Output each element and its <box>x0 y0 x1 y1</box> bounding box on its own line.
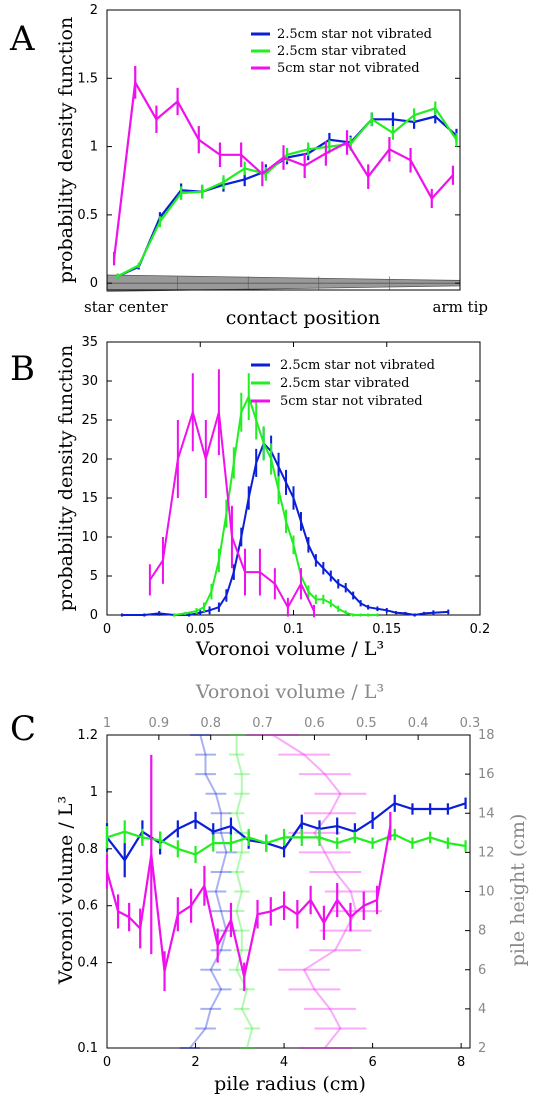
right-y-tick-label: 8 <box>478 924 486 939</box>
faded-profile-green <box>235 735 254 1049</box>
y-tick-label: 0.1 <box>77 1041 98 1056</box>
x-tick-label: 0.15 <box>372 622 401 637</box>
faded-profile-blue <box>189 734 228 1049</box>
y-tick-label: 15 <box>81 491 98 506</box>
y-tick-label: 0.5 <box>77 208 98 223</box>
top-x-tick-label: 0.9 <box>149 716 170 731</box>
top-x-tick-label: 0.6 <box>304 716 325 731</box>
y-tick-label: 1 <box>90 785 98 800</box>
panel-letter-c: C <box>10 709 36 749</box>
x-tick-label-right: arm tip <box>432 298 488 316</box>
plot-frame <box>106 9 461 291</box>
panel-c: C 0.1 0.4 0.6 0.8 1 1.2 0 2 4 6 8 1 0.9 0.8 0.7 0.6 0.5 0.… <box>10 681 529 1095</box>
right-y-tick-label: 16 <box>478 767 495 782</box>
right-y-tick-label: 6 <box>478 963 486 978</box>
x-tick-label-left: star center <box>84 298 168 316</box>
top-x-tick-label: 0.4 <box>408 716 429 731</box>
legend-label: 2.5cm star not vibrated <box>280 358 435 373</box>
x-tick-label: 4 <box>280 1055 288 1070</box>
top-x-tick-label: 1 <box>103 716 111 731</box>
y-tick-label: 2 <box>90 3 98 18</box>
y-tick-label: 0 <box>90 276 98 291</box>
legend-label: 2.5cm star vibrated <box>280 376 409 391</box>
x-axis-label: pile radius (cm) <box>214 1073 366 1095</box>
x-tick-label: 0 <box>103 1055 111 1070</box>
panel-letter-b: B <box>10 349 35 389</box>
series-blue-line <box>117 115 458 278</box>
y-tick-label: 20 <box>81 452 98 467</box>
top-x-tick-label: 0.3 <box>460 716 481 731</box>
legend-label: 5cm star not vibrated <box>277 61 420 76</box>
right-y-tick-label: 14 <box>478 806 495 821</box>
top-x-tick-label: 0.7 <box>252 716 273 731</box>
y-tick-label: 35 <box>81 335 98 350</box>
y-axis-label: probability density function <box>55 345 77 611</box>
series-magenta-line <box>113 78 454 259</box>
y-tick-label: 0.8 <box>77 842 98 857</box>
x-tick-label: 0.05 <box>186 622 215 637</box>
x-axis-label: Voronoi volume / L³ <box>195 638 384 660</box>
y-tick-label: 0.4 <box>77 956 98 971</box>
x-tick-label: 0.2 <box>470 622 491 637</box>
x-tick-label: 6 <box>368 1055 376 1070</box>
x-tick-label: 2 <box>191 1055 199 1070</box>
y-tick-label: 1 <box>90 140 98 155</box>
top-x-tick-label: 0.8 <box>200 716 221 731</box>
y-tick-label: 0 <box>90 608 98 623</box>
faded-profile-magenta <box>272 734 357 1049</box>
right-y-axis-label: pile height (cm) <box>507 814 529 967</box>
plot-frame <box>106 734 471 1049</box>
y-axis-label: probability density function <box>55 17 77 283</box>
y-tick-label: 1.2 <box>77 728 98 743</box>
series-green-line <box>117 106 458 278</box>
right-y-tick-label: 18 <box>478 728 495 743</box>
panel-letter-a: A <box>9 19 35 59</box>
x-tick-label: 0 <box>103 622 111 637</box>
y-tick-label: 0.6 <box>77 899 98 914</box>
top-x-axis-label: Voronoi volume / L³ <box>195 681 384 703</box>
x-tick-label: 8 <box>457 1055 465 1070</box>
legend-label: 2.5cm star not vibrated <box>277 27 432 42</box>
x-tick-label: 0.1 <box>283 622 304 637</box>
series-blue-line <box>121 441 449 617</box>
right-y-tick-label: 4 <box>478 1002 486 1017</box>
y-tick-label: 25 <box>81 413 98 428</box>
right-y-tick-label: 12 <box>478 845 495 860</box>
y-tick-label: 30 <box>81 374 98 389</box>
y-tick-label: 1.5 <box>77 71 98 86</box>
y-tick-label: 5 <box>90 569 98 584</box>
y-tick-label: 10 <box>81 530 98 545</box>
panel-a: A 0 0.5 1 1.5 2 2.5cm star not vibrated 2.5cm s… <box>9 3 488 329</box>
legend-label: 2.5cm star vibrated <box>277 44 406 59</box>
y-axis-label: Voronoi volume / L³ <box>55 796 77 985</box>
right-y-tick-label: 2 <box>478 1041 486 1056</box>
panel-b: B 0 5 10 15 20 25 30 35 0 0.05 0.1 0.15 0.2 2.5cm star… <box>10 335 490 660</box>
top-x-tick-label: 0.5 <box>356 716 377 731</box>
x-axis-label: contact position <box>226 307 380 329</box>
legend-label: 5cm star not vibrated <box>280 394 423 409</box>
right-y-tick-label: 10 <box>478 885 495 900</box>
